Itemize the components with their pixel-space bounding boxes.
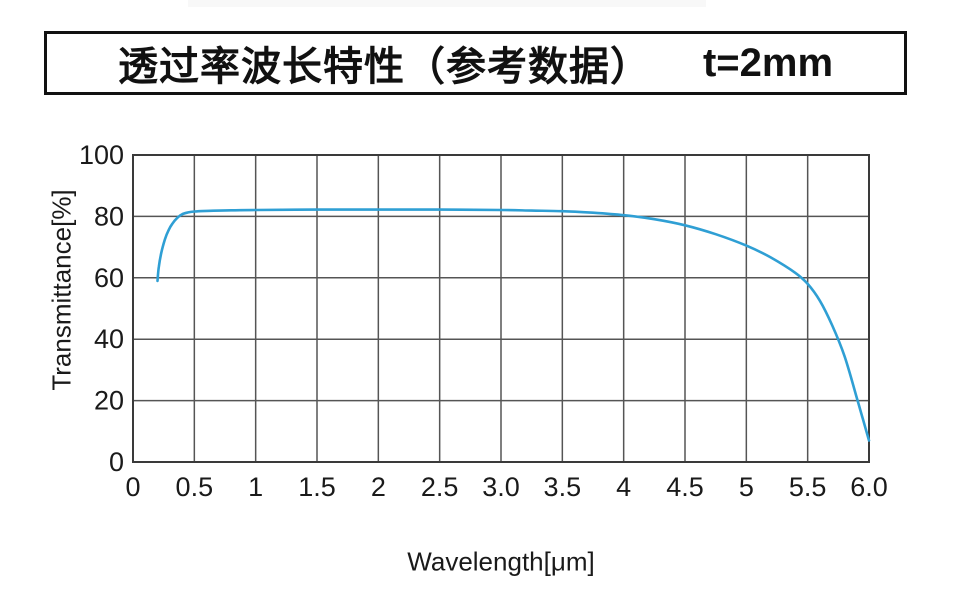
x-tick-label: 2: [371, 472, 386, 502]
y-tick-label: 20: [94, 386, 124, 416]
transmittance-curve: [156, 208, 871, 442]
cropped-top-strip: [188, 0, 706, 7]
x-tick-label: 5.5: [789, 472, 827, 502]
x-tick-label: 2.5: [421, 472, 459, 502]
plot-border: [132, 154, 870, 463]
x-tick-label: 3.0: [482, 472, 520, 502]
y-tick-label: 0: [109, 447, 124, 477]
x-tick-label: 5: [739, 472, 754, 502]
chart-title: 透过率波长特性（参考数据）: [117, 45, 651, 89]
x-tick-label: 3.5: [544, 472, 582, 502]
x-tick-label: 6.0: [850, 472, 888, 502]
x-tick-label: 0: [125, 472, 140, 502]
chart-title-thickness: t=2mm: [702, 40, 834, 85]
y-tick-label: 60: [94, 263, 124, 293]
x-tick-label: 0.5: [176, 472, 214, 502]
x-axis-title: Wavelength[μm]: [407, 546, 595, 577]
chart-title-box: 透过率波长特性（参考数据） t=2mm: [44, 31, 907, 95]
x-tick-label: 4.5: [666, 472, 704, 502]
y-tick-label: 100: [79, 140, 124, 170]
x-tick-label: 4: [616, 472, 631, 502]
y-tick-label: 80: [94, 201, 124, 231]
x-tick-label: 1.5: [298, 472, 336, 502]
x-tick-label: 1: [248, 472, 263, 502]
y-tick-label: 40: [94, 324, 124, 354]
